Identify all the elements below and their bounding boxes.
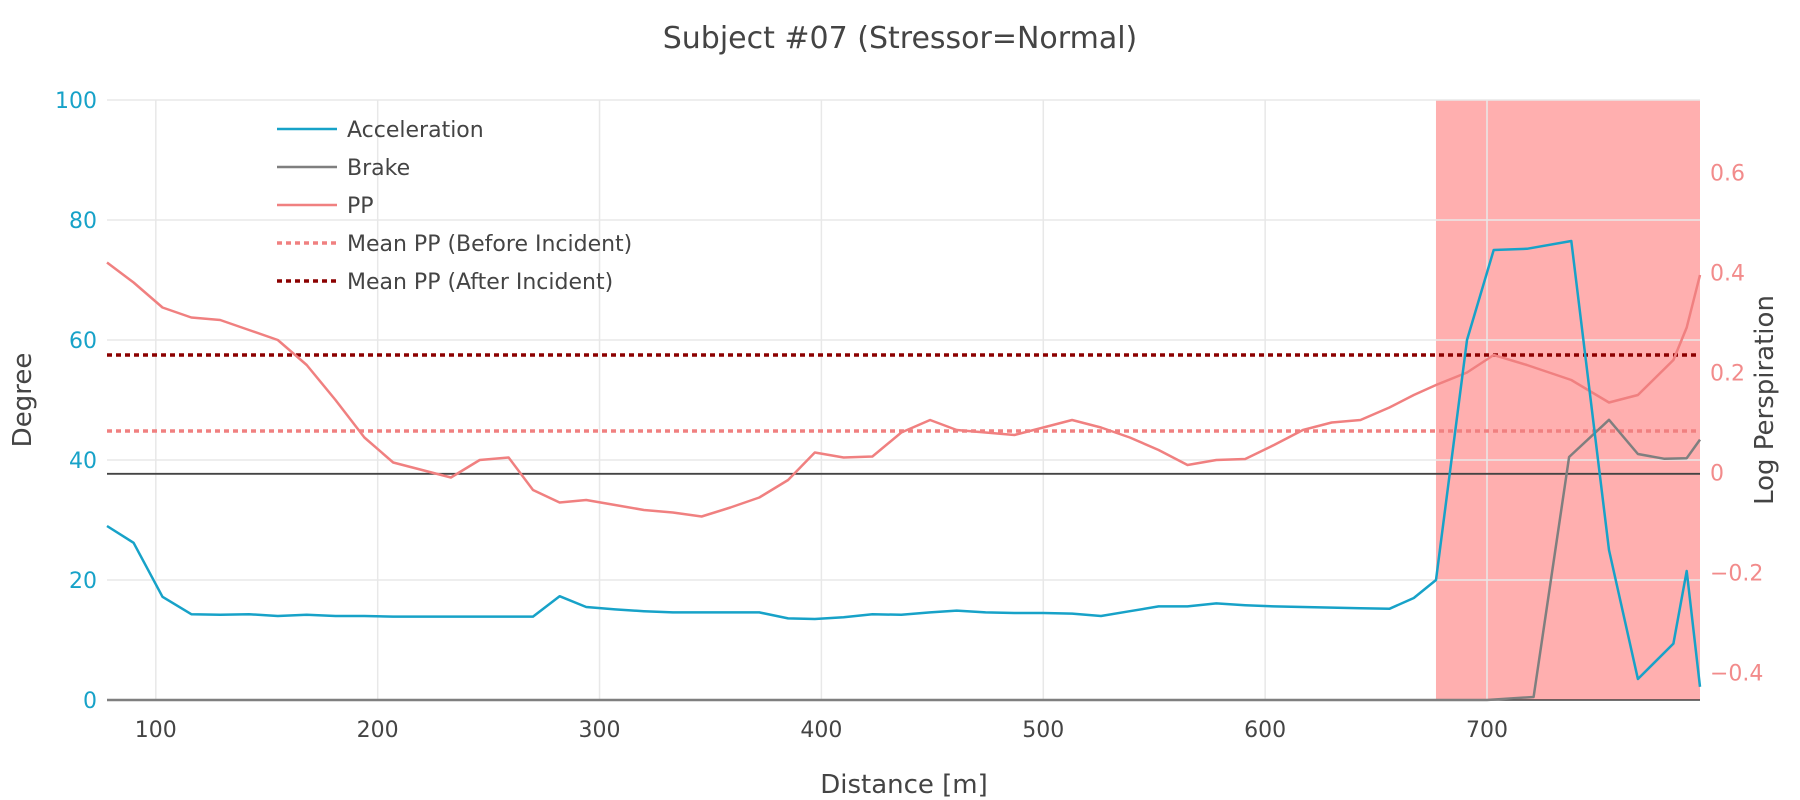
incident-region xyxy=(1435,100,1700,700)
y-right-tick-labels: −0.4 −0.2 0 0.2 0.4 0.6 xyxy=(1710,162,1763,687)
y-right-tick-label: 0 xyxy=(1710,462,1724,487)
x-tick-label: 600 xyxy=(1244,718,1286,743)
y-left-tick-label: 20 xyxy=(69,569,97,594)
series-layer xyxy=(106,239,1702,702)
y-right-tick-label: −0.2 xyxy=(1710,562,1763,587)
chart-title: Subject #07 (Stressor=Normal) xyxy=(663,21,1138,56)
series-line-pp xyxy=(106,261,1702,518)
y-left-tick-labels: 0 20 40 60 80 100 xyxy=(55,89,97,714)
x-tick-labels: 100 200 300 400 500 600 700 xyxy=(135,718,1508,743)
y-left-axis-title: Degree xyxy=(8,353,38,448)
y-left-tick-label: 60 xyxy=(69,329,97,354)
legend-label-mean-pp-before: Mean PP (Before Incident) xyxy=(347,232,632,257)
x-tick-label: 300 xyxy=(579,718,621,743)
y-right-axis-title: Log Perspiration xyxy=(1750,295,1780,505)
incident-highlight-layer xyxy=(1435,100,1700,700)
y-left-tick-label: 0 xyxy=(83,689,97,714)
x-tick-label: 500 xyxy=(1022,718,1064,743)
grid-layer xyxy=(107,99,1700,700)
y-right-tick-label: −0.4 xyxy=(1710,662,1763,687)
x-tick-label: 700 xyxy=(1466,718,1508,743)
y-right-tick-label: 0.4 xyxy=(1710,262,1745,287)
series-line-brake xyxy=(107,418,1702,702)
x-tick-label: 200 xyxy=(357,718,399,743)
series-line-acceleration xyxy=(106,239,1702,687)
legend-label-acceleration: Acceleration xyxy=(347,118,484,143)
x-axis-title: Distance [m] xyxy=(820,770,988,800)
y-left-tick-label: 40 xyxy=(69,449,97,474)
y-right-tick-label: 0.2 xyxy=(1710,362,1745,387)
legend-label-mean-pp-after: Mean PP (After Incident) xyxy=(347,270,613,295)
y-left-tick-label: 100 xyxy=(55,89,97,114)
x-tick-label: 400 xyxy=(800,718,842,743)
legend-label-pp: PP xyxy=(347,194,374,219)
x-tick-label: 100 xyxy=(135,718,177,743)
y-left-tick-label: 80 xyxy=(69,209,97,234)
y-right-tick-label: 0.6 xyxy=(1710,162,1745,187)
legend-label-brake: Brake xyxy=(347,156,410,181)
legend: Acceleration Brake PP Mean PP (Before Incid… xyxy=(277,118,632,295)
